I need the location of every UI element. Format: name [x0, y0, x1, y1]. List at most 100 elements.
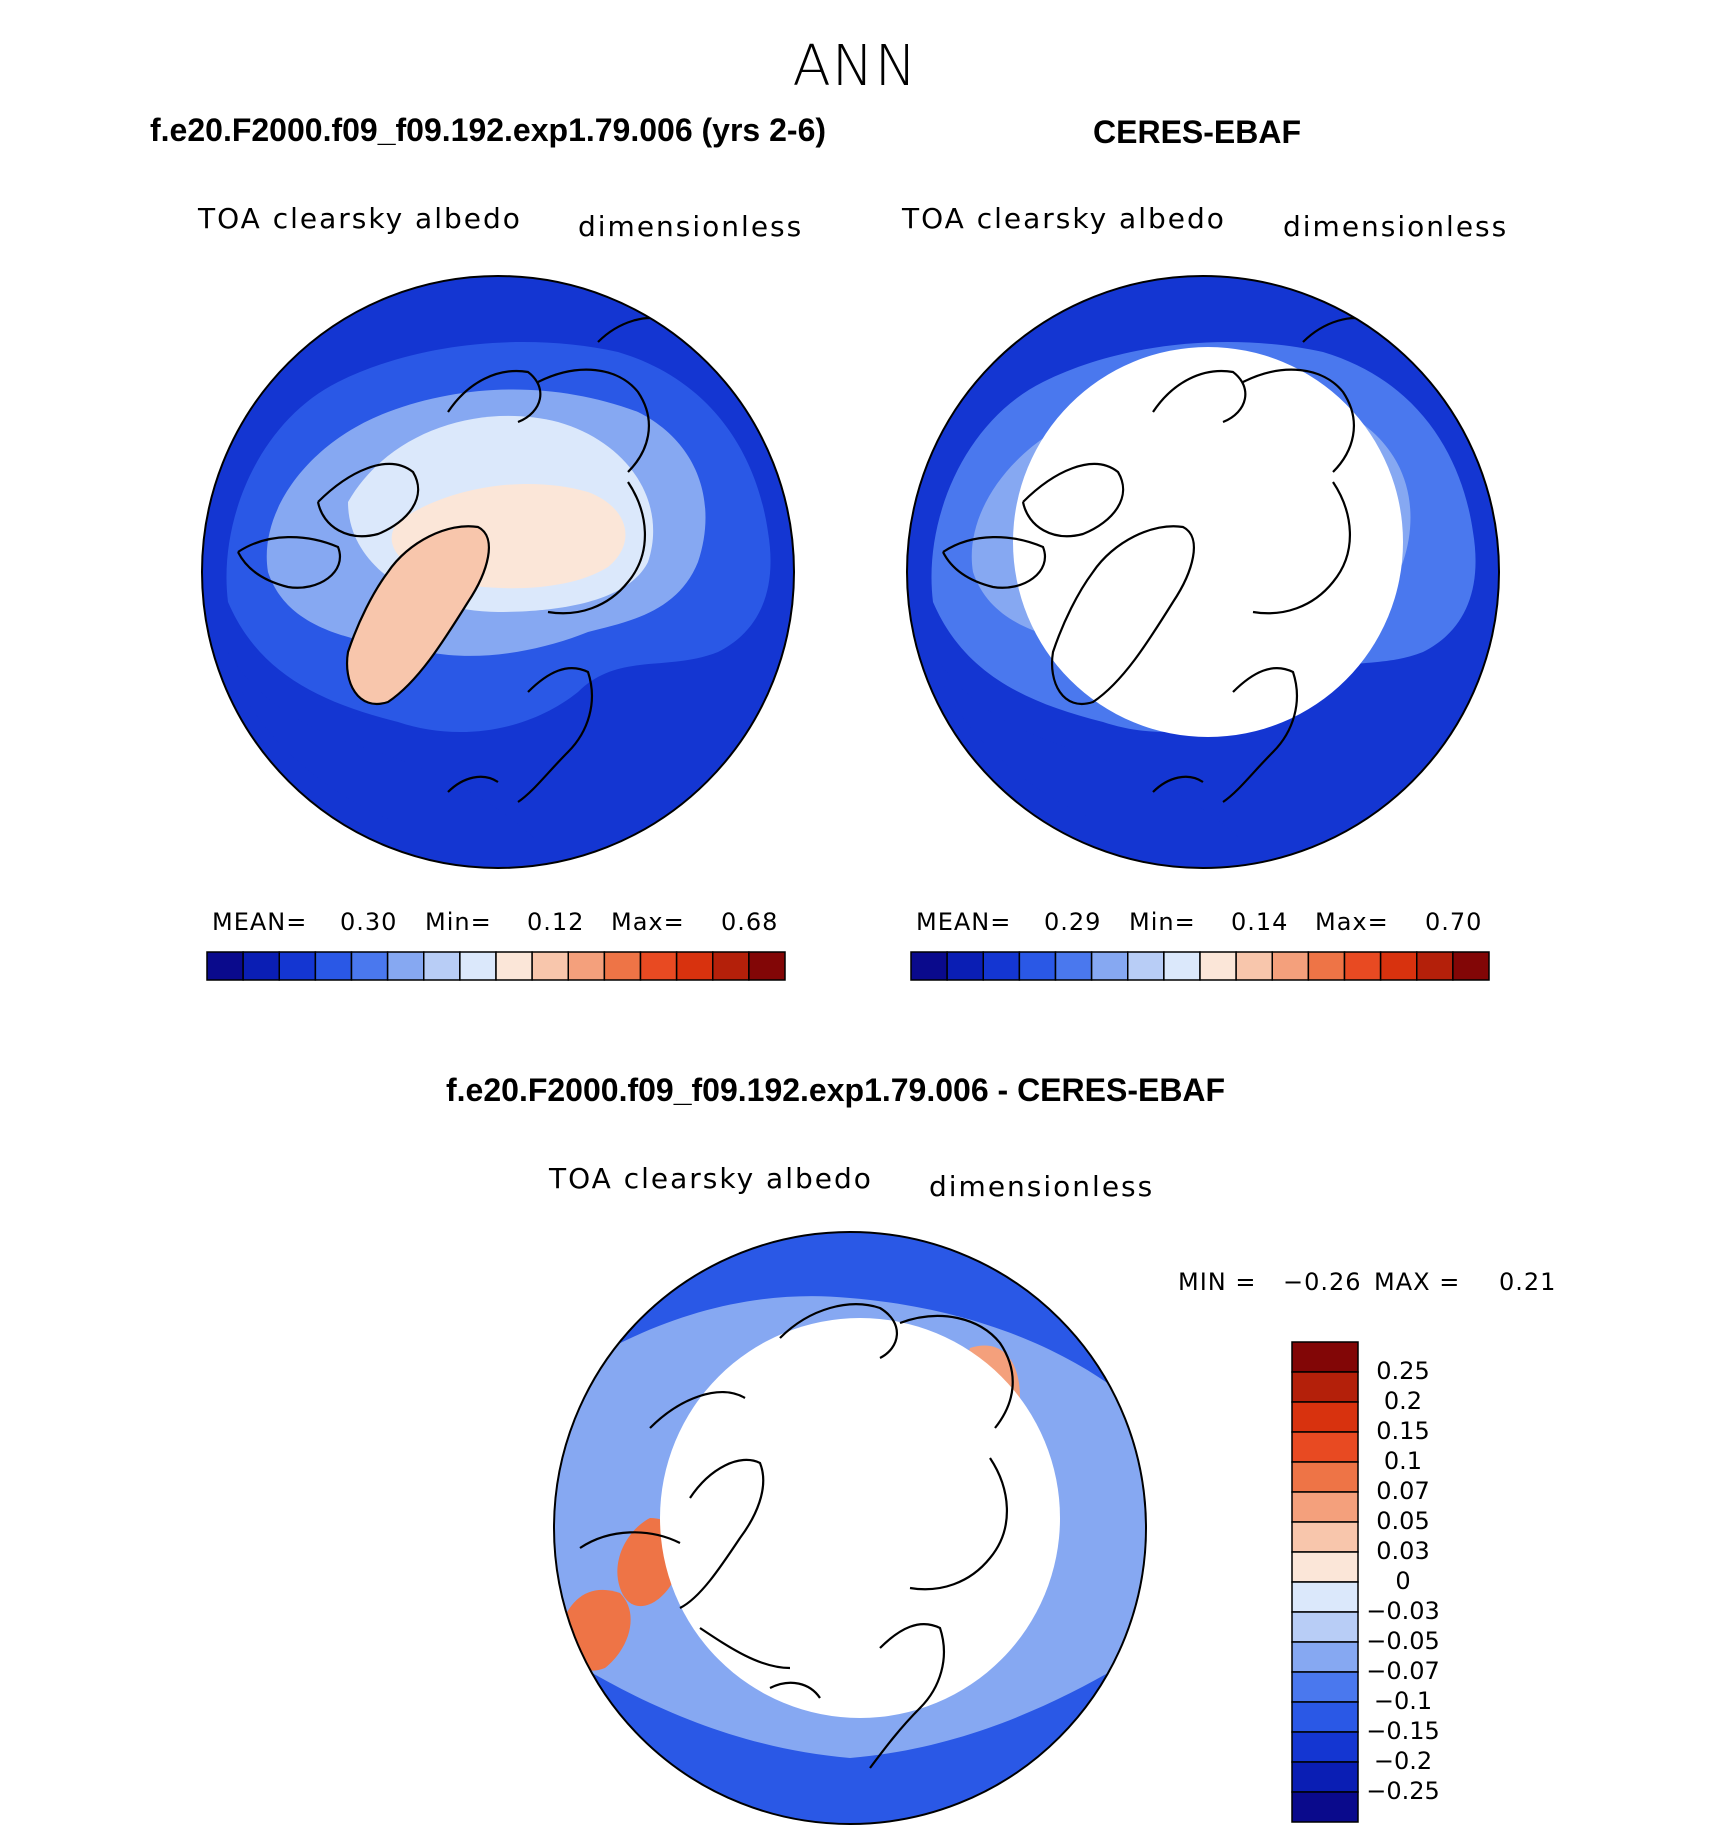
diff-variable-label: TOA clearsky albedo	[549, 1162, 873, 1195]
diff-colorbar-ticks: 0.25 0.2 0.15 0.1 0.07 0.05 0.03 0 −0.03 −0.05 −0.…	[1362, 1342, 1482, 1822]
panel2-colorbar	[910, 951, 1490, 981]
colorbar-swatch	[1343, 951, 1382, 981]
panel1-units-label: dimensionless	[578, 210, 804, 243]
panel1-ocean-atlantic	[228, 652, 538, 845]
diff-colorbar-tick-label: 0.03	[1376, 1537, 1430, 1565]
colorbar-swatch	[495, 951, 533, 981]
colorbar-swatch	[1452, 951, 1490, 981]
colorbar-swatch	[278, 951, 317, 981]
panel2-map-border	[906, 275, 1500, 869]
colorbar-swatch	[603, 951, 642, 981]
diff-colorbar-swatch	[1291, 1731, 1359, 1763]
colorbar-swatch	[242, 951, 280, 981]
diff-colorbar-swatch	[1291, 1761, 1359, 1793]
panel2-min-label: Min=	[1129, 908, 1196, 936]
colorbar-swatch	[1127, 951, 1165, 981]
diff-colorbar-tick-label: 0.1	[1383, 1447, 1423, 1475]
diff-colorbar-tick-label: −0.25	[1366, 1777, 1440, 1805]
colorbar-swatch	[1235, 951, 1273, 981]
panel1-max-label: Max=	[611, 908, 685, 936]
diff-colorbar-tick-label: −0.03	[1366, 1597, 1440, 1625]
colorbar-swatch	[1271, 951, 1310, 981]
diff-max-value: 0.21	[1499, 1268, 1557, 1296]
colorbar-swatch	[639, 951, 678, 981]
panel1-coastlines	[237, 317, 669, 803]
panel1-mean-label: MEAN=	[212, 908, 308, 936]
colorbar-swatch	[1163, 951, 1201, 981]
diff-colorbar-tick-label: 0.15	[1376, 1417, 1430, 1445]
colorbar-swatch	[386, 951, 425, 981]
diff-colorbar-tick-label: 0.25	[1376, 1357, 1430, 1385]
diff-colorbar-tick-label: 0	[1395, 1567, 1411, 1595]
diff-colorbar	[1291, 1341, 1359, 1823]
panel2-title: CERES-EBAF	[1093, 114, 1302, 150]
panel2-units-label: dimensionless	[1283, 210, 1509, 243]
colorbar-swatch	[531, 951, 569, 981]
colorbar-swatch	[675, 951, 714, 981]
diff-polar-map	[553, 1231, 1147, 1825]
colorbar-swatch	[459, 951, 497, 981]
diff-colorbar-swatch	[1291, 1671, 1359, 1703]
diff-colorbar-swatch	[1291, 1521, 1359, 1553]
diff-map-border	[553, 1231, 1147, 1825]
colorbar-swatch	[350, 951, 389, 981]
panel2-coastlines	[942, 317, 1374, 803]
diff-max-label: MAX =	[1374, 1268, 1461, 1296]
diff-units-label: dimensionless	[929, 1170, 1155, 1203]
colorbar-swatch	[1199, 951, 1237, 981]
diff-colorbar-swatch	[1291, 1581, 1359, 1613]
diff-colorbar-swatch	[1291, 1611, 1359, 1643]
colorbar-swatch	[1090, 951, 1129, 981]
panel2-ocean-atlantic	[933, 652, 1243, 845]
colorbar-swatch	[567, 951, 606, 981]
diff-min-value: −0.26	[1283, 1268, 1362, 1296]
diff-colorbar-tick-label: −0.07	[1366, 1657, 1440, 1685]
colorbar-swatch	[982, 951, 1021, 981]
diff-colorbar-swatch	[1291, 1641, 1359, 1673]
colorbar-swatch	[1018, 951, 1057, 981]
season-title: ANN	[792, 34, 918, 99]
panel1-colorbar	[206, 951, 786, 981]
panel2-polar-map	[906, 275, 1500, 869]
diff-colorbar-tick-label: −0.05	[1366, 1627, 1440, 1655]
colorbar-swatch	[712, 951, 750, 981]
diff-colorbar-swatch	[1291, 1341, 1359, 1373]
panel1-max-value: 0.68	[721, 908, 779, 936]
diff-colorbar-tick-label: 0.2	[1383, 1387, 1423, 1415]
diff-coastlines	[579, 1303, 1014, 1769]
diff-colorbar-tick-label: 0.05	[1376, 1507, 1430, 1535]
diff-min-label: MIN =	[1178, 1268, 1257, 1296]
colorbar-swatch	[423, 951, 461, 981]
diff-colorbar-tick-label: 0.07	[1376, 1477, 1430, 1505]
panel2-max-label: Max=	[1315, 908, 1389, 936]
colorbar-swatch	[910, 951, 948, 981]
panel1-mean-value: 0.30	[340, 908, 398, 936]
diff-colorbar-tick-label: −0.2	[1373, 1747, 1433, 1775]
panel2-variable-label: TOA clearsky albedo	[902, 202, 1226, 235]
diff-missing-data-hole	[660, 1318, 1060, 1718]
diff-colorbar-swatch	[1291, 1371, 1359, 1403]
colorbar-swatch	[946, 951, 984, 981]
diff-colorbar-swatch	[1291, 1491, 1359, 1523]
diff-colorbar-tick-label: −0.1	[1373, 1687, 1433, 1715]
diff-colorbar-swatch	[1291, 1431, 1359, 1463]
diff-colorbar-swatch	[1291, 1461, 1359, 1493]
colorbar-swatch	[1054, 951, 1093, 981]
diff-colorbar-swatch	[1291, 1701, 1359, 1733]
colorbar-swatch	[748, 951, 786, 981]
panel1-title: f.e20.F2000.f09_f09.192.exp1.79.006 (yrs…	[150, 112, 827, 148]
diff-title: f.e20.F2000.f09_f09.192.exp1.79.006 - CE…	[446, 1072, 1226, 1108]
panel1-polar-map	[201, 275, 795, 869]
panel1-min-label: Min=	[425, 908, 492, 936]
panel1-variable-label: TOA clearsky albedo	[198, 202, 522, 235]
panel1-colorbar-ticks	[207, 988, 785, 1018]
colorbar-swatch	[1379, 951, 1418, 981]
panel2-colorbar-ticks	[911, 988, 1489, 1018]
colorbar-swatch	[206, 951, 244, 981]
colorbar-swatch	[1416, 951, 1454, 981]
diff-colorbar-swatch	[1291, 1401, 1359, 1433]
panel2-missing-data-hole	[1013, 347, 1403, 737]
panel2-mean-label: MEAN=	[916, 908, 1012, 936]
panel1-min-value: 0.12	[527, 908, 585, 936]
diff-neg-band-north	[554, 1232, 1146, 1428]
